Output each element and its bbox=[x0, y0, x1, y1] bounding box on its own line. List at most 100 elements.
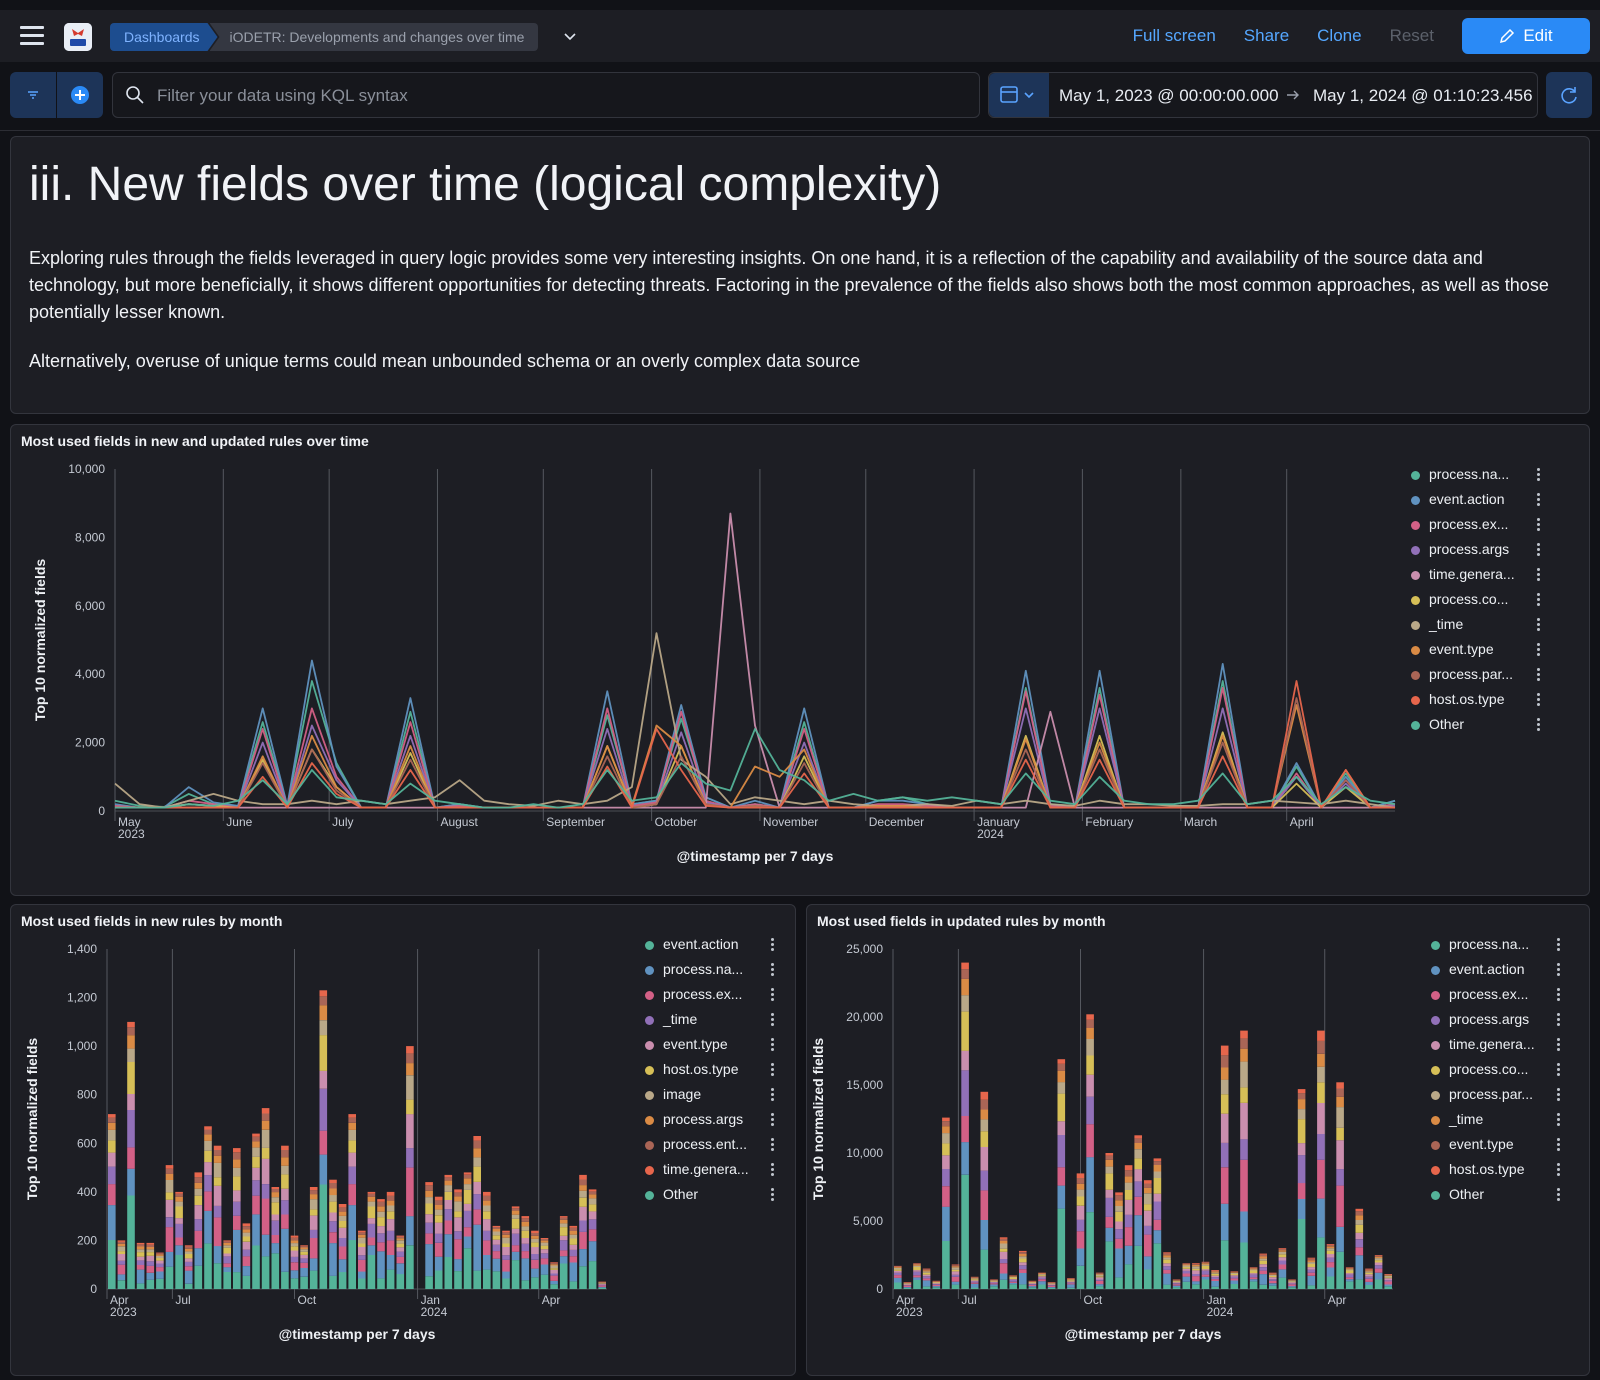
search-placeholder: Filter your data using KQL syntax bbox=[157, 86, 408, 105]
bar-segment bbox=[434, 1196, 443, 1201]
x-tick-sublabel: 2024 bbox=[1207, 1305, 1234, 1319]
legend-item[interactable]: process.ex... bbox=[645, 985, 785, 1010]
legend-options-icon[interactable] bbox=[771, 1063, 775, 1077]
bar-segment bbox=[1269, 1272, 1277, 1274]
bar-segment bbox=[1134, 1246, 1142, 1289]
chevron-down-icon[interactable] bbox=[562, 28, 578, 44]
legend-options-icon[interactable] bbox=[1537, 693, 1541, 707]
legend-item[interactable]: process.par... bbox=[1431, 1085, 1571, 1110]
legend-options-icon[interactable] bbox=[1557, 988, 1561, 1002]
legend-options-icon[interactable] bbox=[1537, 618, 1541, 632]
legend-item[interactable]: event.type bbox=[1431, 1135, 1571, 1160]
bar-segment bbox=[1365, 1270, 1373, 1272]
legend-item[interactable]: process.args bbox=[645, 1110, 785, 1135]
legend-options-icon[interactable] bbox=[1557, 1038, 1561, 1052]
legend-item[interactable]: Other bbox=[1431, 1185, 1571, 1210]
bar-segment bbox=[550, 1269, 558, 1274]
legend-item[interactable]: process.ex... bbox=[1431, 985, 1571, 1010]
legend-options-icon[interactable] bbox=[1557, 1188, 1561, 1202]
bar-segment bbox=[396, 1240, 405, 1244]
legend-options-icon[interactable] bbox=[1557, 938, 1561, 952]
bar-segment bbox=[999, 1279, 1008, 1289]
breadcrumb-dashboards[interactable]: Dashboards bbox=[110, 23, 218, 51]
bar-segment bbox=[261, 1113, 270, 1121]
legend-item[interactable]: time.genera... bbox=[645, 1160, 785, 1185]
refresh-button[interactable] bbox=[1546, 72, 1592, 118]
legend-options-icon[interactable] bbox=[1557, 1138, 1561, 1152]
legend-options-icon[interactable] bbox=[771, 1163, 775, 1177]
legend-item[interactable]: _time bbox=[1431, 1110, 1571, 1135]
legend-item[interactable]: process.co... bbox=[1431, 1060, 1571, 1085]
bar-segment bbox=[1249, 1267, 1258, 1269]
legend-options-icon[interactable] bbox=[1537, 593, 1541, 607]
legend-options-icon[interactable] bbox=[1537, 668, 1541, 682]
legend-item[interactable]: process.co... bbox=[1411, 590, 1551, 615]
legend-options-icon[interactable] bbox=[771, 938, 775, 952]
bar-segment bbox=[223, 1242, 231, 1246]
legend-item[interactable]: Other bbox=[1411, 715, 1551, 740]
legend-item[interactable]: host.os.type bbox=[1411, 690, 1551, 715]
legend-item[interactable]: process.args bbox=[1431, 1010, 1571, 1035]
edit-button[interactable]: Edit bbox=[1462, 18, 1590, 54]
legend-options-icon[interactable] bbox=[771, 1138, 775, 1152]
add-filter-button[interactable] bbox=[57, 72, 103, 118]
legend-item[interactable]: process.args bbox=[1411, 540, 1551, 565]
legend-options-icon[interactable] bbox=[1537, 468, 1541, 482]
legend-item[interactable]: event.type bbox=[645, 1035, 785, 1060]
legend-item[interactable]: process.na... bbox=[1411, 465, 1551, 490]
date-range-picker[interactable]: May 1, 2023 @ 00:00:00.000 May 1, 2024 @… bbox=[988, 72, 1538, 118]
legend-item[interactable]: process.na... bbox=[1431, 935, 1571, 960]
app-logo[interactable] bbox=[64, 23, 92, 51]
legend-item[interactable]: time.genera... bbox=[1411, 565, 1551, 590]
legend-options-icon[interactable] bbox=[1557, 1113, 1561, 1127]
legend-options-icon[interactable] bbox=[771, 1113, 775, 1127]
legend-item[interactable]: host.os.type bbox=[645, 1060, 785, 1085]
legend-item[interactable]: process.na... bbox=[645, 960, 785, 985]
legend-item[interactable]: event.action bbox=[1411, 490, 1551, 515]
legend-item[interactable]: event.action bbox=[1431, 960, 1571, 985]
date-start[interactable]: May 1, 2023 @ 00:00:00.000 bbox=[1059, 86, 1279, 105]
legend-options-icon[interactable] bbox=[1557, 963, 1561, 977]
legend-item[interactable]: time.genera... bbox=[1431, 1035, 1571, 1060]
legend-options-icon[interactable] bbox=[1537, 568, 1541, 582]
legend-item[interactable]: process.par... bbox=[1411, 665, 1551, 690]
legend-item[interactable]: Other bbox=[645, 1185, 785, 1210]
kql-search-input[interactable]: Filter your data using KQL syntax bbox=[112, 72, 980, 118]
legend-options-icon[interactable] bbox=[1557, 1063, 1561, 1077]
legend-item[interactable]: _time bbox=[1411, 615, 1551, 640]
clone-button[interactable]: Clone bbox=[1317, 26, 1362, 45]
bar-segment bbox=[1230, 1272, 1239, 1274]
legend-options-icon[interactable] bbox=[1537, 518, 1541, 532]
bar-segment bbox=[377, 1199, 385, 1202]
legend-options-icon[interactable] bbox=[1557, 1163, 1561, 1177]
bar-segment bbox=[1144, 1269, 1152, 1289]
legend-item[interactable]: image bbox=[645, 1085, 785, 1110]
legend-item[interactable]: _time bbox=[645, 1010, 785, 1035]
legend-options-icon[interactable] bbox=[771, 1088, 775, 1102]
legend-item[interactable]: process.ex... bbox=[1411, 515, 1551, 540]
legend-options-icon[interactable] bbox=[771, 1188, 775, 1202]
hamburger-menu-icon[interactable] bbox=[20, 26, 44, 46]
date-end[interactable]: May 1, 2024 @ 01:10:23.456 bbox=[1313, 86, 1533, 105]
legend-options-icon[interactable] bbox=[1537, 718, 1541, 732]
full-screen-button[interactable]: Full screen bbox=[1132, 26, 1216, 45]
legend-options-icon[interactable] bbox=[771, 1013, 775, 1027]
share-button[interactable]: Share bbox=[1243, 26, 1290, 45]
legend-item[interactable]: host.os.type bbox=[1431, 1160, 1571, 1185]
bar-segment bbox=[1192, 1263, 1200, 1265]
bar-segment bbox=[194, 1219, 203, 1231]
legend-item[interactable]: process.ent... bbox=[645, 1135, 785, 1160]
legend-options-icon[interactable] bbox=[1537, 643, 1541, 657]
legend-options-icon[interactable] bbox=[771, 1038, 775, 1052]
legend-item[interactable]: event.action bbox=[645, 935, 785, 960]
quick-date-menu-button[interactable] bbox=[989, 73, 1049, 117]
legend-options-icon[interactable] bbox=[1537, 493, 1541, 507]
filter-options-button[interactable] bbox=[10, 72, 56, 118]
legend-item[interactable]: event.type bbox=[1411, 640, 1551, 665]
reset-button[interactable]: Reset bbox=[1389, 26, 1434, 45]
legend-options-icon[interactable] bbox=[771, 963, 775, 977]
legend-options-icon[interactable] bbox=[1557, 1088, 1561, 1102]
legend-options-icon[interactable] bbox=[771, 988, 775, 1002]
legend-options-icon[interactable] bbox=[1537, 543, 1541, 557]
legend-options-icon[interactable] bbox=[1557, 1013, 1561, 1027]
